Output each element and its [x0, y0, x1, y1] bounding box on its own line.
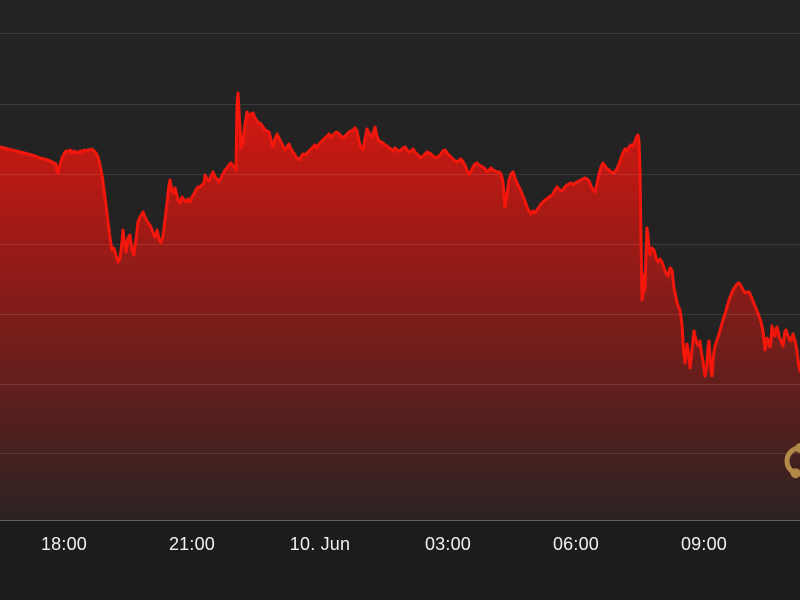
- below-axis-background: [0, 520, 800, 600]
- price-area-fill: [0, 93, 800, 520]
- horizontal-gridlines: [0, 33, 800, 454]
- price-line: [0, 91, 800, 378]
- gold-asset-logo-icon: [784, 443, 800, 479]
